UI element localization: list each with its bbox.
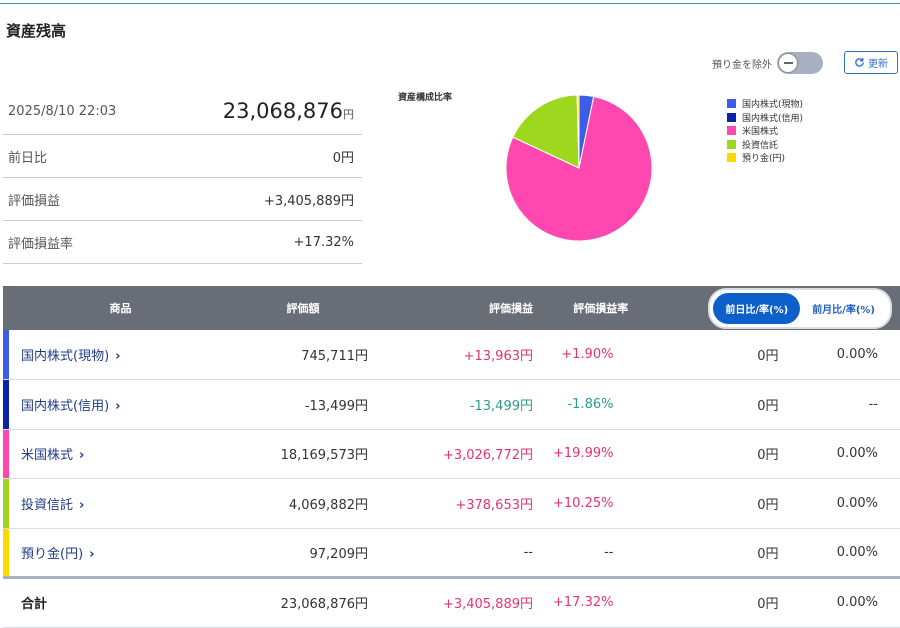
summary-panel: 2025/8/10 22:03 23,068,876円 前日比 0円評価損益 +3,…: [3, 88, 362, 264]
table-row: 預り金(円) › 97,209円 -- -- 0円 0.00%: [3, 528, 900, 578]
header-pl-rate: 評価損益率: [573, 302, 629, 315]
refresh-button[interactable]: 更新: [844, 51, 898, 74]
legend-swatch: [727, 153, 736, 163]
value-cell: 18,169,573円: [238, 429, 368, 479]
page-title: 資産残高: [6, 22, 67, 40]
summary-label: 評価損益率: [8, 236, 74, 252]
day-change-cell: 0円: [648, 330, 789, 380]
category-color-bar: [3, 528, 9, 576]
legend-swatch: [727, 99, 736, 109]
total-pl-cell: +3,405,889円: [368, 576, 553, 628]
category-color-bar: [3, 380, 9, 429]
summary-row: 評価損益率 +17.32%: [3, 221, 362, 264]
category-color-bar: [3, 429, 9, 478]
product-link[interactable]: 預り金(円) ›: [3, 528, 238, 578]
pl-cell: +378,653円: [368, 478, 553, 529]
chevron-right-icon: ›: [115, 349, 121, 364]
day-rate-cell: --: [788, 379, 900, 430]
day-rate-cell: 0.00%: [788, 528, 900, 578]
compare-tabs: 前日比/率(%) 前月比/率(%): [708, 287, 892, 329]
minus-icon: [778, 53, 798, 73]
category-color-bar: [3, 479, 9, 528]
header-product: 商品: [109, 302, 132, 315]
product-link[interactable]: 国内株式(信用) ›: [3, 379, 238, 430]
exclude-cash-toggle[interactable]: [777, 52, 823, 74]
pl-cell: --: [368, 528, 553, 578]
total-rate-cell: +17.32%: [553, 576, 649, 628]
summary-value: +17.32%: [293, 234, 354, 250]
chevron-right-icon: ›: [115, 398, 121, 414]
pl-rate-cell: +1.90%: [553, 330, 649, 380]
tab-day-compare[interactable]: 前日比/率(%): [713, 292, 801, 324]
pl-rate-cell: --: [553, 528, 649, 578]
pl-cell: -13,499円: [368, 379, 553, 430]
header-pl: 評価損益: [489, 302, 533, 315]
chevron-right-icon: ›: [79, 448, 85, 464]
summary-label: 前日比: [8, 150, 48, 166]
day-rate-cell: 0.00%: [788, 478, 900, 529]
day-change-cell: 0円: [648, 478, 789, 529]
product-link[interactable]: 投資信託 ›: [3, 478, 238, 529]
category-color-bar: [3, 330, 9, 379]
summary-value: +3,405,889円: [263, 193, 354, 209]
legend-swatch: [727, 139, 736, 149]
summary-value: 0円: [332, 150, 354, 166]
refresh-icon: [855, 57, 864, 67]
pie-slice: [505, 95, 653, 242]
tab-month-compare[interactable]: 前月比/率(%): [812, 304, 875, 316]
pl-rate-cell: -1.86%: [553, 379, 649, 430]
day-change-cell: 0円: [648, 429, 789, 479]
value-cell: 745,711円: [238, 330, 368, 380]
day-rate-cell: 0.00%: [788, 429, 900, 479]
value-cell: 4,069,882円: [238, 478, 368, 529]
summary-label: 評価損益: [8, 193, 61, 209]
day-change-cell: 0円: [648, 528, 789, 578]
table-row: 米国株式 › 18,169,573円 +3,026,772円 +19.99% 0円…: [3, 429, 900, 479]
total-label: 合計: [3, 576, 238, 628]
product-link[interactable]: 米国株式 ›: [3, 429, 238, 479]
summary-row: 評価損益 +3,405,889円: [3, 178, 362, 221]
total-dayrate-cell: 0.00%: [788, 576, 900, 628]
table-row: 国内株式(現物) › 745,711円 +13,963円 +1.90% 0円 0.…: [3, 330, 900, 380]
pl-rate-cell: +10.25%: [553, 478, 649, 529]
legend-item: 投資信託: [727, 138, 803, 152]
total-row: 合計 23,068,876円 +3,405,889円 +17.32% 0円 0.…: [3, 576, 900, 628]
pl-rate-cell: +19.99%: [553, 429, 649, 479]
legend-swatch: [727, 126, 736, 136]
table-row: 投資信託 › 4,069,882円 +378,653円 +10.25% 0円 0.…: [3, 478, 900, 529]
chart-title: 資産構成比率: [398, 93, 453, 103]
day-rate-cell: 0.00%: [788, 330, 900, 380]
total-day-cell: 0円: [648, 576, 789, 628]
legend-item: 預り金(円): [727, 151, 803, 165]
legend-item: 国内株式(現物): [727, 97, 803, 111]
value-cell: 97,209円: [238, 528, 368, 578]
legend-item: 国内株式(信用): [727, 111, 803, 125]
pie-slice: [576, 94, 580, 169]
pl-cell: +3,026,772円: [368, 429, 553, 479]
exclude-cash-control: 預り金を除外: [712, 52, 823, 74]
pie-chart: [505, 94, 653, 242]
legend-item: 米国株式: [727, 124, 803, 138]
top-divider: [0, 3, 900, 4]
pie-slice: [512, 94, 580, 169]
header-value: 評価額: [286, 302, 320, 315]
day-change-cell: 0円: [648, 379, 789, 430]
legend-swatch: [727, 112, 736, 122]
datetime: 2025/8/10 22:03: [8, 103, 117, 119]
chevron-right-icon: ›: [79, 497, 85, 513]
pl-cell: +13,963円: [368, 330, 553, 380]
value-cell: -13,499円: [238, 379, 368, 430]
total-value-cell: 23,068,876円: [238, 576, 368, 628]
chart-legend: 国内株式(現物) 国内株式(信用) 米国株式 投資信託 預り金(円): [727, 97, 803, 165]
total-value: 23,068,876: [222, 99, 343, 123]
table-row: 国内株式(信用) › -13,499円 -13,499円 -1.86% 0円 --: [3, 379, 900, 430]
summary-row: 前日比 0円: [3, 135, 362, 178]
summary-total-row: 2025/8/10 22:03 23,068,876円: [3, 88, 362, 135]
chevron-right-icon: ›: [89, 546, 95, 562]
holdings-table: 商品 評価額 評価損益 評価損益率 前日比/率(%) 前月比/率(%) 国内株式…: [3, 286, 900, 628]
product-link[interactable]: 国内株式(現物) ›: [3, 330, 238, 380]
